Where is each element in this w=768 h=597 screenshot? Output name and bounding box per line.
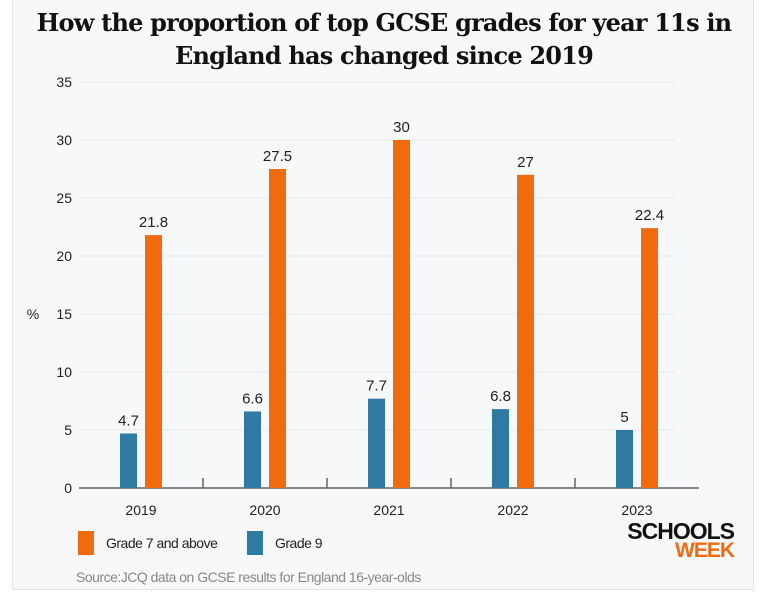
y-tick-label: 0 — [64, 480, 72, 496]
bar-grade-9 — [368, 398, 385, 488]
bar-grade-7-and-above — [145, 235, 162, 488]
bar-grade-7-and-above — [269, 169, 286, 488]
bar-grade-9 — [120, 433, 137, 488]
data-label: 21.8 — [139, 214, 168, 231]
legend-swatch-grade9 — [247, 531, 263, 555]
x-tick-label: 2023 — [621, 502, 652, 518]
x-tick-label: 2022 — [497, 502, 528, 518]
y-tick-label: 5 — [64, 422, 72, 438]
data-label: 27 — [517, 154, 534, 171]
data-label: 6.8 — [490, 388, 511, 405]
legend-label-grade9: Grade 9 — [275, 535, 323, 551]
data-label: 7.7 — [366, 378, 387, 395]
data-label: 22.4 — [635, 207, 664, 224]
bar-grade-9 — [616, 430, 633, 488]
y-tick-label: 30 — [56, 132, 72, 148]
bar-grade-7-and-above — [517, 174, 534, 489]
schools-week-logo: SCHOOLS WEEK — [612, 518, 735, 562]
x-tick-label: 2020 — [249, 502, 280, 518]
logo-line1: SCHOOLS — [627, 518, 735, 544]
bar-grade-9 — [244, 411, 261, 488]
y-tick-label: 25 — [56, 190, 72, 206]
chart-title: How the proportion of top GCSE grades fo… — [36, 8, 732, 70]
data-label: 6.6 — [242, 390, 263, 407]
bar-grade-9 — [492, 409, 509, 488]
chart-panel — [12, 0, 754, 590]
y-axis-label: % — [27, 306, 39, 322]
legend-item-grade9: Grade 9 — [247, 531, 323, 555]
y-tick-label: 20 — [56, 248, 72, 264]
data-label: 27.5 — [263, 148, 292, 165]
x-tick-label: 2021 — [373, 502, 404, 518]
bar-grade-7-and-above — [641, 228, 658, 488]
x-tick-label: 2019 — [125, 502, 156, 518]
data-label: 4.7 — [118, 412, 139, 429]
y-tick-label: 35 — [56, 74, 72, 90]
y-tick-label: 15 — [56, 306, 72, 322]
logo-line2: WEEK — [675, 539, 735, 562]
data-label: 5 — [620, 409, 628, 426]
data-label: 30 — [393, 119, 410, 136]
y-tick-label: 10 — [56, 364, 72, 380]
bar-grade-7-and-above — [393, 140, 410, 488]
legend-label-grade7: Grade 7 and above — [106, 535, 218, 551]
legend-item-grade7: Grade 7 and above — [78, 531, 218, 555]
legend-swatch-grade7 — [78, 531, 94, 555]
source-note: Source:JCQ data on GCSE results for Engl… — [76, 569, 421, 585]
